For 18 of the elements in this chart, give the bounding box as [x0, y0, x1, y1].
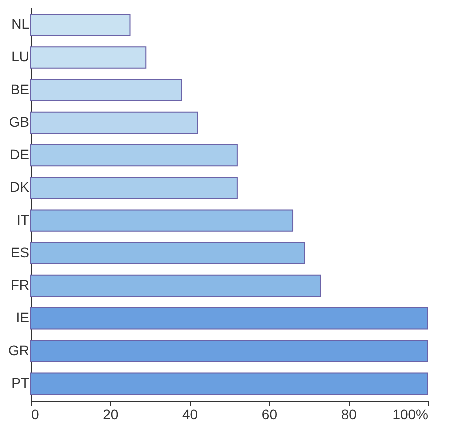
x-tick-label: 80 — [341, 406, 358, 422]
y-tick-label: ES — [10, 244, 30, 260]
x-tick-label: 40 — [182, 406, 198, 422]
y-tick-label: PT — [12, 374, 30, 391]
y-tick-label: BE — [10, 81, 30, 98]
x-tick-label: 60 — [262, 406, 278, 422]
x-tick-label: 20 — [103, 406, 119, 422]
y-tick-label: GB — [9, 114, 30, 130]
x-tick-label: 0 — [32, 406, 40, 422]
x-tick-label: 100% — [392, 406, 428, 422]
y-tick-label: DE — [10, 146, 30, 163]
y-tick-label: GR — [8, 342, 30, 358]
y-tick-label: DK — [10, 179, 30, 196]
y-tick-label: IT — [17, 212, 30, 228]
y-tick-label: LU — [12, 48, 30, 65]
y-tick-label: FR — [10, 277, 30, 294]
y-tick-label: IE — [16, 310, 30, 326]
y-tick-label: NL — [12, 16, 30, 32]
